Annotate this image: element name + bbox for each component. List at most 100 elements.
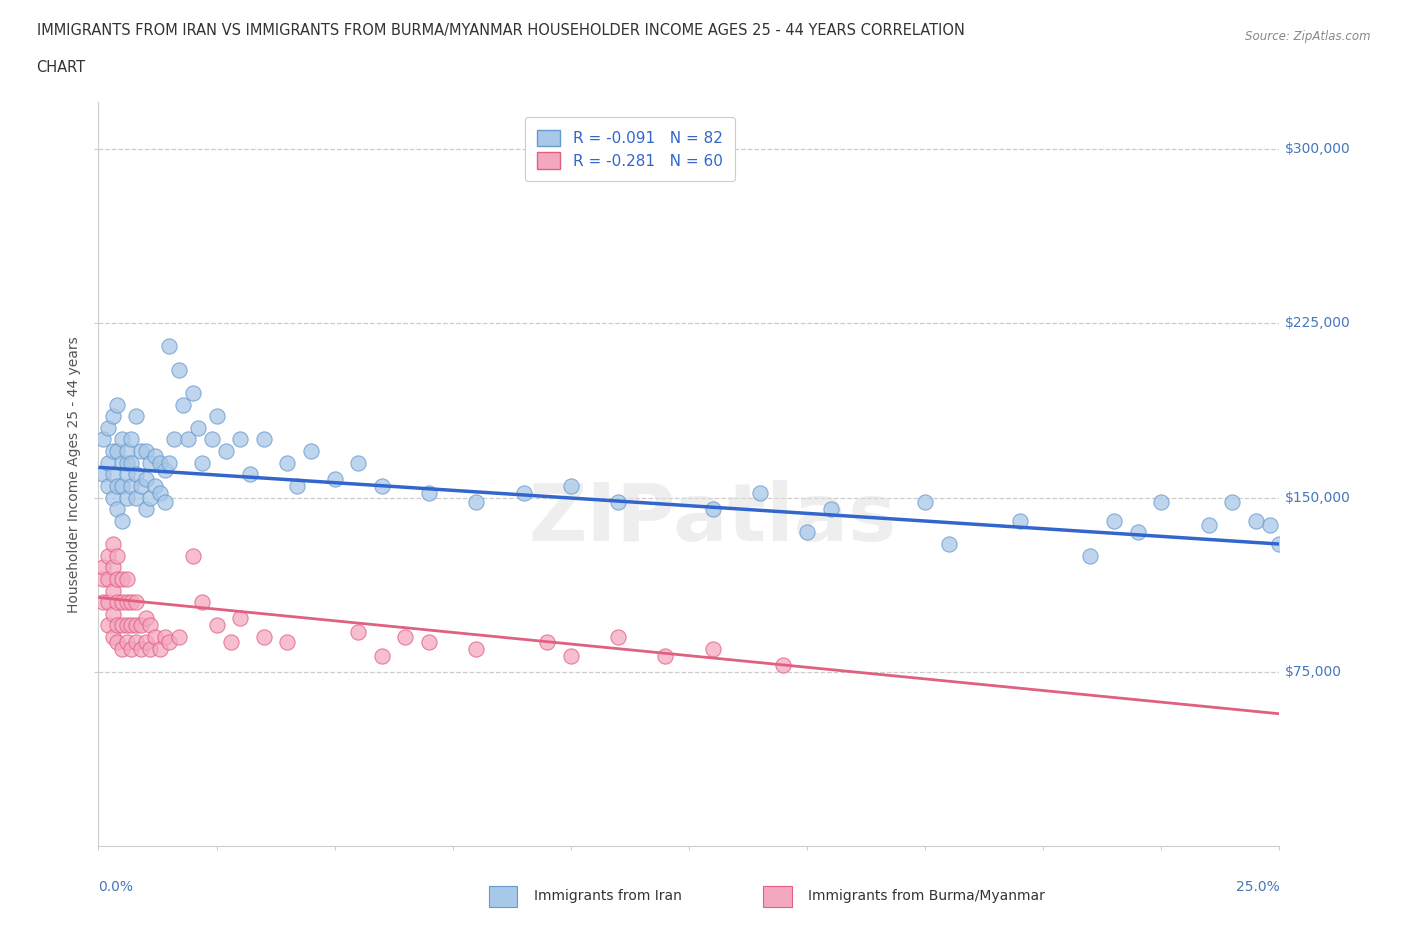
Point [91, 571, 114, 587]
Point [239, 467, 262, 482]
Point [115, 490, 138, 505]
Point [97, 549, 120, 564]
Point [139, 642, 162, 657]
Point [560, 648, 582, 663]
Point [101, 630, 124, 644]
Point [181, 549, 204, 564]
Point [1244, 513, 1267, 528]
Point [115, 455, 138, 470]
Point [139, 455, 162, 470]
Point [101, 444, 124, 458]
Point [97, 618, 120, 633]
Text: 0.0%: 0.0% [98, 880, 134, 894]
Point [276, 634, 298, 649]
Point [101, 467, 124, 482]
Point [1268, 537, 1291, 551]
Point [465, 495, 488, 510]
Point [177, 432, 200, 447]
Point [371, 478, 394, 493]
Point [1102, 513, 1125, 528]
Point [97, 571, 120, 587]
Point [157, 455, 180, 470]
Point [163, 432, 186, 447]
Point [111, 618, 134, 633]
Point [1008, 513, 1031, 528]
Point [512, 485, 534, 500]
Point [607, 495, 630, 510]
Point [121, 642, 143, 657]
Point [205, 408, 228, 423]
Point [111, 642, 134, 657]
Point [121, 595, 143, 610]
Point [125, 408, 148, 423]
Point [143, 630, 166, 644]
Point [105, 618, 128, 633]
Point [153, 462, 176, 477]
Point [172, 397, 194, 412]
Point [105, 397, 128, 412]
Point [111, 571, 134, 587]
Point [654, 648, 676, 663]
Point [143, 478, 166, 493]
Point [91, 560, 114, 575]
Point [229, 432, 252, 447]
Point [347, 625, 370, 640]
Point [276, 455, 298, 470]
Point [167, 362, 190, 378]
Text: Immigrants from Iran: Immigrants from Iran [534, 888, 682, 903]
Point [121, 432, 143, 447]
Point [394, 630, 416, 644]
Point [253, 630, 276, 644]
Point [115, 571, 138, 587]
Point [139, 490, 162, 505]
Point [91, 595, 114, 610]
Point [125, 467, 148, 482]
Text: $225,000: $225,000 [1285, 316, 1351, 330]
Y-axis label: Householder Income Ages 25 - 44 years: Householder Income Ages 25 - 44 years [67, 336, 82, 613]
Point [191, 595, 214, 610]
Point [105, 502, 128, 517]
Point [153, 630, 176, 644]
Point [796, 525, 818, 539]
Legend: R = -0.091   N = 82, R = -0.281   N = 60: R = -0.091 N = 82, R = -0.281 N = 60 [526, 117, 734, 181]
Point [702, 502, 724, 517]
Point [347, 455, 370, 470]
Point [111, 478, 134, 493]
Text: Immigrants from Burma/Myanmar: Immigrants from Burma/Myanmar [808, 888, 1045, 903]
Point [135, 502, 157, 517]
Point [115, 634, 138, 649]
Point [111, 513, 134, 528]
Point [299, 444, 322, 458]
Point [153, 495, 176, 510]
Point [97, 455, 120, 470]
Point [323, 472, 346, 486]
Point [135, 611, 157, 626]
Point [938, 537, 960, 551]
Point [157, 339, 180, 353]
Point [187, 420, 209, 435]
Point [121, 618, 143, 633]
Point [101, 408, 124, 423]
Point [129, 444, 152, 458]
Point [229, 611, 252, 626]
Point [125, 634, 148, 649]
Point [702, 642, 724, 657]
Point [97, 478, 120, 493]
Point [167, 630, 190, 644]
Point [219, 634, 242, 649]
Point [129, 618, 152, 633]
Point [465, 642, 488, 657]
Point [1080, 549, 1102, 564]
Point [607, 630, 630, 644]
Point [115, 618, 138, 633]
Point [105, 549, 128, 564]
Point [129, 642, 152, 657]
Point [97, 420, 120, 435]
Point [772, 658, 794, 672]
Text: $300,000: $300,000 [1285, 141, 1351, 156]
Point [101, 537, 124, 551]
Point [105, 571, 128, 587]
Text: Source: ZipAtlas.com: Source: ZipAtlas.com [1246, 30, 1371, 43]
Point [143, 448, 166, 463]
Point [253, 432, 276, 447]
